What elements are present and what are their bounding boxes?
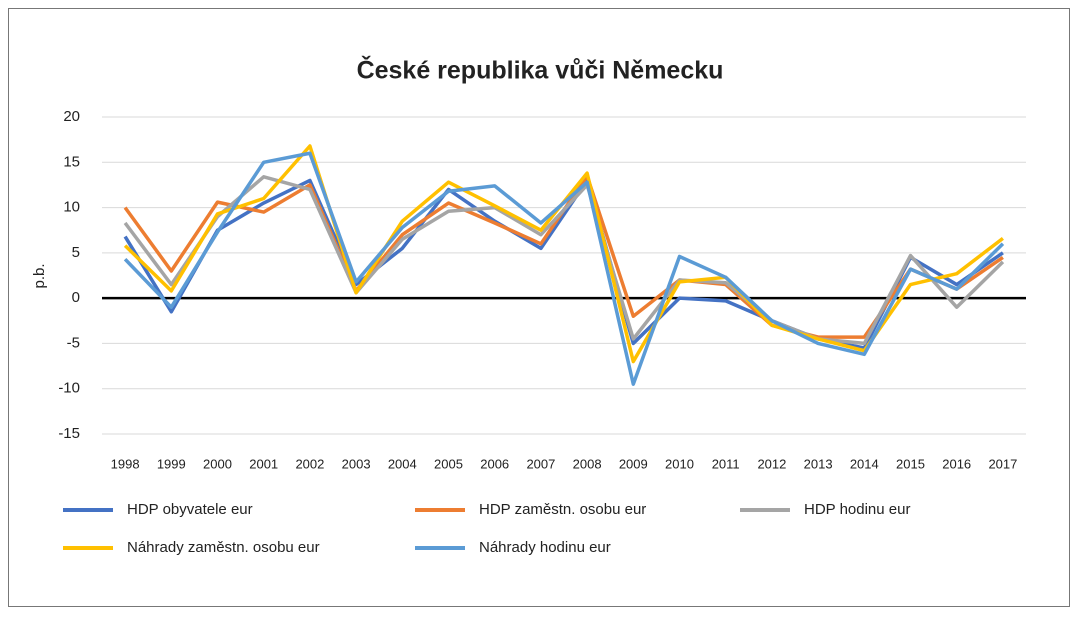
y-tick-label: 20 — [63, 108, 80, 125]
x-tick-label: 2006 — [480, 456, 509, 471]
y-tick-label: 15 — [63, 153, 80, 170]
x-tick-label: 2004 — [388, 456, 417, 471]
legend-label: HDP zaměstn. osobu eur — [479, 501, 646, 518]
x-tick-label: 2010 — [665, 456, 694, 471]
x-tick-label: 2005 — [434, 456, 463, 471]
x-tick-label: 1999 — [157, 456, 186, 471]
x-tick-label: 1998 — [111, 456, 140, 471]
x-tick-label: 2015 — [896, 456, 925, 471]
x-tick-label: 2012 — [757, 456, 786, 471]
x-tick-label: 2016 — [942, 456, 971, 471]
y-tick-label: 5 — [72, 244, 80, 261]
x-tick-label: 2002 — [295, 456, 324, 471]
chart-title: České republika vůči Německu — [357, 55, 724, 85]
legend-label: HDP obyvatele eur — [127, 501, 253, 518]
y-tick-label: 0 — [72, 289, 80, 306]
x-tick-label: 2001 — [249, 456, 278, 471]
x-tick-label: 2017 — [988, 456, 1017, 471]
y-axis-label: p.b. — [31, 263, 48, 288]
y-tick-label: -15 — [58, 425, 80, 442]
y-tick-label: 10 — [63, 199, 80, 216]
legend-label: HDP hodinu eur — [804, 501, 910, 518]
x-tick-label: 2003 — [342, 456, 371, 471]
x-tick-label: 2000 — [203, 456, 232, 471]
y-tick-label: -10 — [58, 380, 80, 397]
series-line — [123, 151, 1005, 386]
x-tick-label: 2011 — [712, 456, 740, 471]
x-tick-label: 2014 — [850, 456, 879, 471]
x-tick-label: 2008 — [573, 456, 602, 471]
legend-label: Náhrady zaměstn. osobu eur — [127, 539, 320, 556]
x-tick-label: 2007 — [526, 456, 555, 471]
legend-label: Náhrady hodinu eur — [479, 539, 611, 556]
y-tick-label: -5 — [67, 334, 80, 351]
series-line — [123, 175, 1005, 346]
x-tick-label: 2013 — [804, 456, 833, 471]
x-tick-label: 2009 — [619, 456, 648, 471]
series-line — [123, 178, 1004, 350]
